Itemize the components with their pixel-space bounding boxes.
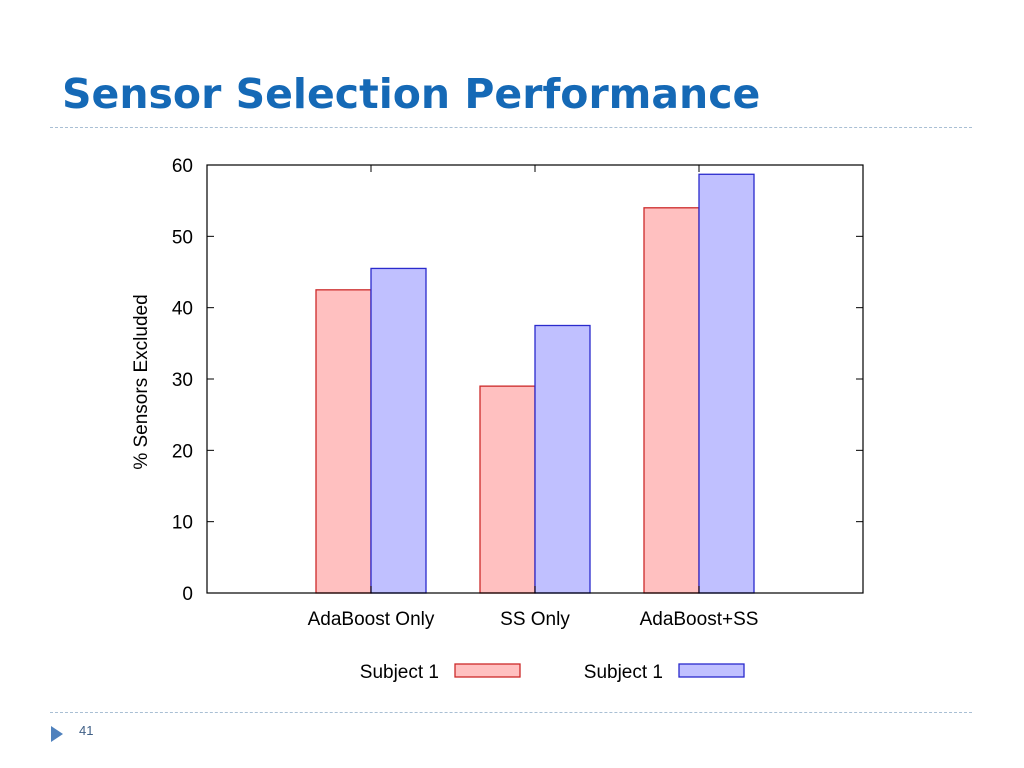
legend: Subject 1 Subject 1	[360, 662, 745, 683]
bar-series-2-1	[534, 324, 591, 594]
bar-series-1-1	[479, 385, 536, 594]
bar-series-1-2	[643, 207, 700, 594]
bars-layer	[315, 173, 755, 594]
footer-divider	[50, 712, 972, 713]
legend-swatch	[678, 663, 745, 678]
legend-swatch	[454, 663, 521, 678]
x-tick-label: AdaBoost+SS	[640, 609, 759, 630]
slide-title: Sensor Selection Performance	[62, 70, 761, 118]
bar-series-2-2	[698, 173, 755, 594]
y-tick-label: 60	[172, 156, 193, 177]
bar-chart: 0 10 20 30 40 50 60 AdaBoost Only SS Only AdaBoos…	[131, 156, 864, 683]
y-tick-label: 50	[172, 227, 193, 248]
y-tick-label: 20	[172, 441, 193, 462]
legend-label: Subject 1	[360, 662, 439, 683]
y-tick-label: 30	[172, 370, 193, 391]
title-divider	[50, 127, 972, 128]
x-tick-label: AdaBoost Only	[308, 609, 435, 630]
x-tick-label: SS Only	[500, 609, 570, 630]
ticks-layer: 0 10 20 30 40 50 60 AdaBoost Only SS Only AdaBoos…	[172, 156, 863, 630]
triangle-right-icon	[51, 726, 63, 742]
bar-series-1-0	[315, 289, 372, 594]
y-axis-label: % Sensors Excluded	[131, 294, 152, 469]
y-tick-label: 10	[172, 513, 193, 534]
bar-series-2-0	[370, 267, 427, 594]
y-tick-label: 0	[182, 584, 193, 605]
y-tick-label: 40	[172, 299, 193, 320]
legend-label: Subject 1	[584, 662, 663, 683]
page-number: 41	[79, 723, 94, 738]
